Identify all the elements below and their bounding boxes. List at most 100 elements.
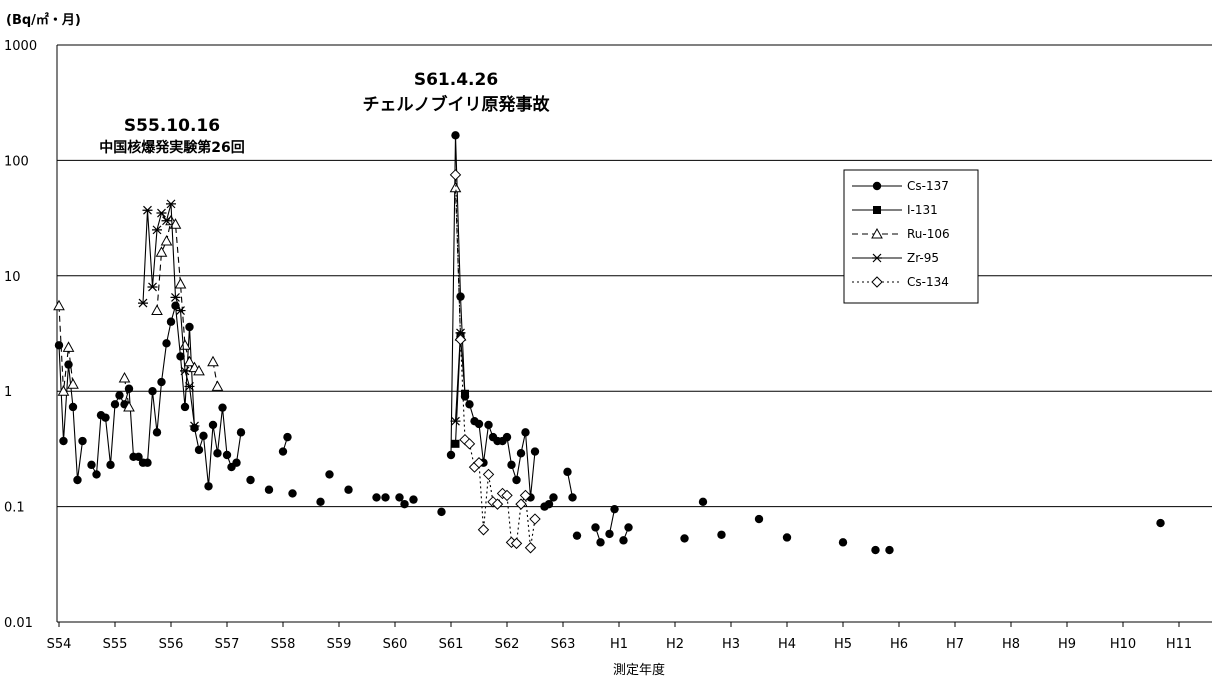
- data-point-cs-137: [395, 493, 404, 502]
- legend-marker-cs-134: [871, 276, 883, 288]
- data-point-ru-106: [169, 218, 182, 229]
- data-point-cs-137: [232, 458, 241, 467]
- data-point-cs-137: [549, 493, 558, 502]
- data-point-ru-106: [62, 341, 75, 352]
- data-point-cs-134: [515, 498, 527, 510]
- data-point-cs-137: [516, 449, 526, 458]
- data-point-cs-134: [482, 468, 495, 481]
- x-tick-labels: S54 S55 S56 S57 S58 S59 S60 S61 S62 S63 H1 H2 H3 H4 H5…: [47, 637, 1193, 652]
- data-point-cs-137: [162, 339, 171, 348]
- data-point-cs-137: [372, 493, 381, 502]
- data-point-cs-137: [465, 400, 474, 409]
- data-point-zr-95: [450, 416, 461, 426]
- data-point-cs-137: [610, 504, 619, 514]
- x-tick-label: S61: [439, 637, 464, 652]
- data-point-cs-137: [507, 460, 516, 470]
- y-tick-labels: 1000 100 10 1 0.1 0.01: [4, 39, 37, 631]
- y-tick-label: 100: [4, 154, 29, 169]
- series-cs-137: [54, 131, 1165, 555]
- data-point-cs-137: [568, 493, 577, 502]
- series-i-131: [451, 332, 469, 448]
- x-tick-label: H10: [1110, 637, 1136, 652]
- data-point-cs-134: [524, 542, 537, 554]
- data-point-cs-137: [680, 534, 689, 543]
- data-point-cs-137: [782, 533, 792, 542]
- data-point-cs-134: [510, 537, 523, 550]
- series-line-cs-137: [566, 471, 574, 498]
- data-point-cs-137: [437, 507, 446, 517]
- grid-lines: [57, 159, 1212, 508]
- data-point-cs-134: [463, 438, 476, 450]
- data-point-cs-137: [400, 499, 409, 509]
- x-tick-label: H6: [890, 637, 908, 652]
- data-point-zr-95: [161, 216, 172, 226]
- data-point-cs-137: [101, 413, 110, 422]
- data-point-cs-137: [208, 420, 218, 430]
- data-point-cs-137: [521, 428, 530, 437]
- data-point-cs-137: [474, 419, 484, 429]
- y-tick-label: 10: [4, 270, 21, 285]
- legend-label-zr-95: Zr-95: [907, 251, 939, 265]
- data-point-cs-137: [213, 449, 222, 458]
- data-point-ru-106: [193, 364, 205, 376]
- data-point-zr-95: [156, 208, 167, 218]
- data-point-zr-95: [184, 381, 195, 391]
- legend-marker-zr-95: [872, 253, 882, 263]
- data-point-cs-137: [185, 322, 194, 332]
- data-point-cs-137: [838, 538, 848, 547]
- data-point-cs-137: [204, 482, 213, 491]
- data-point-cs-137: [199, 431, 208, 441]
- data-point-cs-137: [222, 450, 232, 460]
- data-point-zr-95: [147, 282, 158, 292]
- legend-label-cs-137: Cs-137: [907, 179, 949, 193]
- legend-marker-cs-137: [872, 181, 882, 191]
- x-tick-label: S63: [551, 637, 576, 652]
- x-tick-label: S60: [383, 637, 408, 652]
- data-point-cs-137: [283, 432, 292, 442]
- x-tick-label: S57: [215, 637, 240, 652]
- data-point-cs-137: [512, 475, 521, 485]
- data-point-cs-134: [454, 333, 467, 346]
- data-point-cs-137: [78, 436, 87, 446]
- x-tick-label: H3: [722, 637, 740, 652]
- data-point-cs-137: [148, 387, 157, 396]
- x-tick-label: H8: [1002, 637, 1020, 652]
- data-point-cs-137: [278, 447, 288, 456]
- data-point-cs-134: [477, 524, 490, 536]
- annotation-chernobyl-label: チェルノブイリ原発事故: [363, 94, 551, 115]
- y-unit-label: (Bq/㎡・月): [6, 12, 81, 28]
- data-point-cs-137: [456, 292, 465, 301]
- annotation-nuclear-test-date: S55.10.16: [124, 116, 220, 136]
- data-point-cs-137: [176, 352, 185, 361]
- y-tick-label: 1000: [4, 39, 37, 54]
- data-point-cs-137: [325, 470, 334, 479]
- data-point-zr-95: [170, 292, 181, 302]
- series-line-cs-137: [91, 305, 242, 487]
- data-point-cs-137: [110, 400, 120, 409]
- y-tick-label: 0.1: [4, 501, 25, 516]
- data-point-cs-137: [152, 428, 162, 437]
- data-point-ru-106: [183, 355, 196, 367]
- series-line-ru-106: [58, 305, 74, 392]
- data-point-cs-137: [624, 523, 633, 532]
- x-tick-label: H4: [778, 637, 796, 652]
- series-line-zr-95: [142, 203, 196, 426]
- data-point-cs-137: [381, 493, 390, 502]
- series-ru-106: [53, 181, 467, 412]
- series-zr-95: [138, 199, 466, 431]
- x-tick-label: S62: [495, 637, 520, 652]
- x-tick-label: H7: [946, 637, 964, 652]
- data-point-cs-137: [885, 545, 894, 555]
- data-point-cs-137: [166, 317, 176, 326]
- data-point-ru-106: [123, 400, 135, 412]
- y-tick-label: 1: [4, 385, 12, 400]
- data-point-cs-137: [605, 529, 614, 539]
- x-tick-label: H11: [1166, 637, 1192, 652]
- data-point-cs-137: [87, 460, 96, 470]
- legend-box: [843, 169, 979, 304]
- data-point-ru-106: [67, 378, 79, 389]
- data-point-cs-137: [143, 458, 152, 467]
- data-point-cs-137: [446, 450, 456, 460]
- data-point-cs-134: [491, 498, 504, 510]
- data-point-cs-137: [591, 523, 600, 532]
